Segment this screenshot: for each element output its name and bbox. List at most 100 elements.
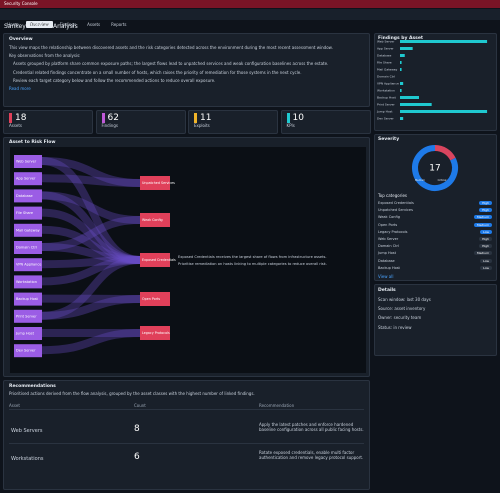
list-badge: Low xyxy=(480,258,492,263)
source-label: Backup Host xyxy=(16,297,39,301)
source-label: Workstation xyxy=(16,280,37,284)
target-label: Weak Config xyxy=(142,218,163,222)
paragraph: Key observations from the analysis: xyxy=(9,53,81,59)
sankey-link xyxy=(41,225,141,264)
overview-panel: Overview This view maps the relationship… xyxy=(3,33,370,107)
stat-value: 62 xyxy=(101,113,180,123)
stat-value: 10 xyxy=(286,113,365,123)
view-all[interactable]: View all xyxy=(378,274,394,279)
cell: Workstations xyxy=(11,456,44,463)
tab[interactable]: Home xyxy=(7,22,19,27)
list-label: Weak Config xyxy=(378,215,400,220)
source-label: Web Server xyxy=(16,160,37,164)
sankey-link xyxy=(41,295,141,320)
list-label: Database xyxy=(378,258,395,263)
info-panel: Details Scan window: last 30 days Source:… xyxy=(374,284,497,356)
sankey-link xyxy=(41,216,141,251)
stat-card: 11 Exploits xyxy=(188,110,278,134)
count: 6 xyxy=(134,452,140,463)
source-label: VPN Appliance xyxy=(16,263,41,267)
list-badge: Medium xyxy=(474,251,492,256)
sankey-link xyxy=(41,256,141,269)
nav-tabs: Home Overview Findings Assets Reports xyxy=(0,9,500,28)
list-label: Legacy Protocols xyxy=(378,229,408,234)
source-node xyxy=(14,275,42,289)
stat-label: Findings xyxy=(101,123,118,128)
sankey-link xyxy=(41,256,141,286)
sankey-link xyxy=(41,243,141,264)
source-node xyxy=(14,258,42,272)
intro: Prioritised actions derived from the flo… xyxy=(9,391,255,396)
header-cell: Count xyxy=(134,403,146,409)
info-line: Owner: security team xyxy=(378,315,422,321)
target-label: Exposed Credentials xyxy=(142,258,176,262)
source-node xyxy=(14,189,42,203)
header-cell: Asset xyxy=(9,403,20,409)
list-badge: Medium xyxy=(474,222,492,227)
tab[interactable]: Findings xyxy=(59,22,77,27)
source-node xyxy=(14,292,42,306)
list-badge: High xyxy=(479,244,492,249)
stat-card: 10 KPIs xyxy=(280,110,371,134)
sankey-link xyxy=(41,329,141,355)
count: 8 xyxy=(134,424,140,435)
info-line: Source: asset inventory xyxy=(378,306,426,312)
heading: Severity xyxy=(378,137,400,142)
list-heading: Top categories xyxy=(378,193,407,198)
paragraph: Review each target category below and fo… xyxy=(13,77,216,83)
source-node xyxy=(14,309,42,323)
brand: Security Console xyxy=(4,1,38,6)
list-label: Backup Host xyxy=(378,265,400,270)
list-badge: High xyxy=(479,208,492,213)
list-label: Domain Ctrl xyxy=(378,244,399,249)
source-node xyxy=(14,155,42,168)
target-node xyxy=(140,253,170,267)
tab[interactable]: Overview xyxy=(25,21,53,28)
source-node xyxy=(14,172,42,186)
table-row: Web Servers 8 Apply the latest patches and… xyxy=(9,416,364,445)
tab[interactable]: Reports xyxy=(111,22,127,27)
source-label: Domain Ctrl xyxy=(16,246,37,250)
list-badge: Low xyxy=(480,229,492,234)
cell: Rotate exposed credentials, enable multi… xyxy=(259,450,364,461)
target-label: Legacy Protocols xyxy=(142,331,170,335)
heading: Overview xyxy=(9,37,33,42)
target-label: Unpatched Services xyxy=(142,181,175,185)
list-badge: Low xyxy=(480,265,492,270)
paragraph: Credential related findings concentrate … xyxy=(13,69,302,75)
list-label: Open Ports xyxy=(378,222,398,227)
sankey-link xyxy=(41,191,141,224)
source-node xyxy=(14,223,42,237)
list-label: Web Server xyxy=(378,237,399,241)
stat-card: 18 Assets xyxy=(3,110,93,134)
read-more[interactable]: Read more xyxy=(9,86,31,92)
target-node xyxy=(140,326,170,340)
list-label: Jump Host xyxy=(378,251,396,256)
source-label: Dev Server xyxy=(16,349,36,353)
page-title: Sankey Defined Analysis xyxy=(4,23,78,30)
stat-value: 18 xyxy=(9,113,87,123)
target-node xyxy=(140,292,170,306)
paragraph: This view maps the relationship between … xyxy=(9,45,333,50)
sankey-canvas xyxy=(10,147,366,373)
info-line: Status: in review xyxy=(378,324,412,330)
table-row: Workstations 6 Rotate exposed credentials,… xyxy=(9,444,364,491)
bar-panel: Findings by Asset xyxy=(374,33,497,131)
target-node xyxy=(140,176,170,190)
top-bar: Security Console xyxy=(0,0,500,8)
source-node xyxy=(14,344,42,358)
source-node xyxy=(14,327,42,340)
source-label: File Share xyxy=(16,211,33,215)
tab[interactable]: Assets xyxy=(87,22,101,27)
list-label: Exposed Credentials xyxy=(378,201,414,205)
sankey-link xyxy=(41,174,141,187)
paragraph: Assets grouped by platform share common … xyxy=(13,61,329,67)
table-panel: Recommendations Prioritised actions deri… xyxy=(3,380,370,491)
sankey-link xyxy=(41,157,141,187)
sankey-link xyxy=(41,256,141,320)
header-cell: Recommendation xyxy=(259,403,295,409)
stat-value: 11 xyxy=(194,113,272,123)
cell: Apply the latest patches and enforce har… xyxy=(259,422,364,433)
sankey-link xyxy=(41,157,141,264)
